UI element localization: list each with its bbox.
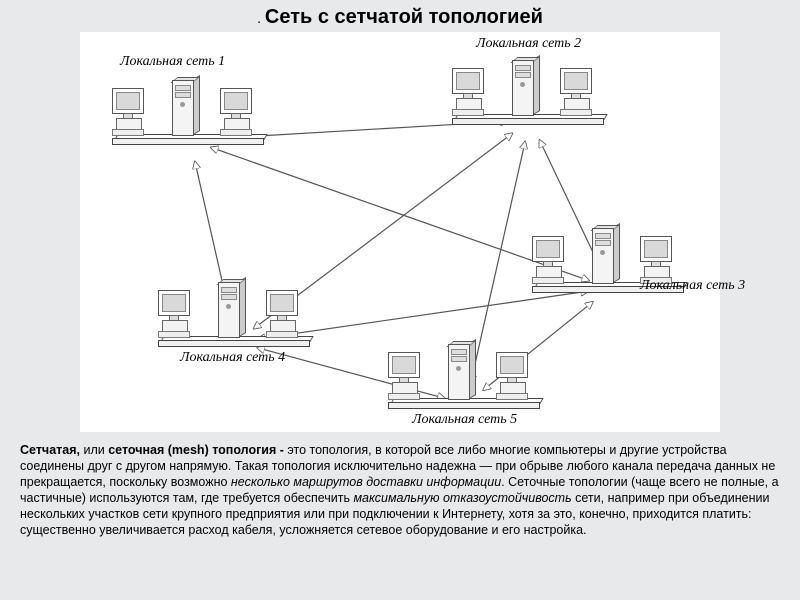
lan-label-n2: Локальная сеть 2 <box>476 36 581 52</box>
lan-label-n1: Локальная сеть 1 <box>120 54 225 70</box>
server-icon <box>592 228 618 284</box>
server-icon <box>448 344 474 400</box>
description-paragraph: Сетчатая, или сеточная (mesh) топология … <box>20 442 780 538</box>
computer-icon <box>450 68 486 116</box>
server-icon <box>512 60 538 116</box>
computer-icon <box>494 352 530 400</box>
server-icon <box>172 80 198 136</box>
lan-node-n4 <box>156 270 316 346</box>
lan-node-n2 <box>450 48 610 124</box>
title-dot: . <box>257 10 265 26</box>
lan-label-n4: Локальная сеть 4 <box>180 350 285 366</box>
computer-icon <box>386 352 422 400</box>
desc-bold: Сетчатая, <box>20 443 83 457</box>
lan-label-n5: Локальная сеть 5 <box>412 412 517 428</box>
desc-text: или <box>83 443 108 457</box>
computer-icon <box>218 88 254 136</box>
lan-label-n3: Локальная сеть 3 <box>640 278 745 294</box>
title-text: Сеть с сетчатой топологией <box>265 6 543 28</box>
computer-icon <box>264 290 300 338</box>
lan-node-n1 <box>110 68 270 144</box>
computer-icon <box>558 68 594 116</box>
computer-icon <box>530 236 566 284</box>
desc-bold: сеточная (mesh) топология - <box>108 443 284 457</box>
server-icon <box>218 282 244 338</box>
computer-icon <box>110 88 146 136</box>
mesh-diagram: Локальная сеть 1 Локальная сеть 2 Локальна… <box>80 32 720 432</box>
desc-italic: максимальную отказоустойчивость <box>353 491 571 505</box>
computer-icon <box>156 290 192 338</box>
computer-icon <box>638 236 674 284</box>
page-title: . Сеть с сетчатой топологией <box>0 6 800 29</box>
desc-italic: несколько маршрутов доставки информации <box>231 475 501 489</box>
lan-node-n5 <box>386 332 546 408</box>
